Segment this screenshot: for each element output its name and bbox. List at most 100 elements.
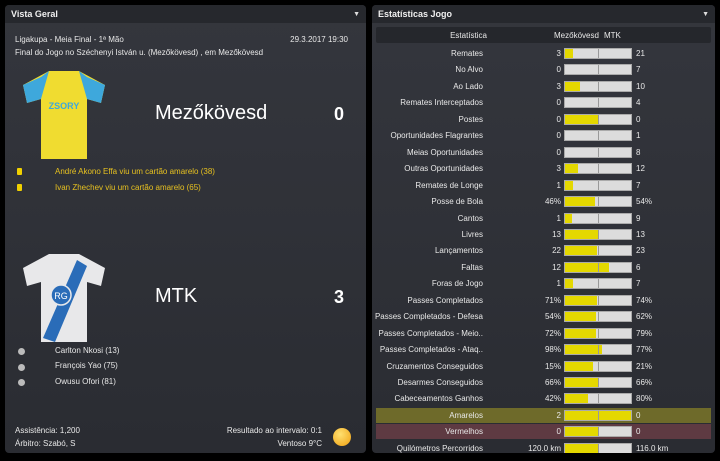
stat-bar-fill (565, 180, 574, 190)
home-team-name[interactable]: Mezőkövesd (155, 102, 268, 124)
overview-header: Vista Geral ▼ (5, 5, 366, 23)
stat-bar-fill (565, 328, 597, 338)
stat-bar (564, 442, 632, 453)
stat-bar (564, 113, 632, 125)
stat-row: Outras Oportunidades 3 12 (376, 161, 711, 176)
stat-label: Remates (450, 49, 483, 58)
stat-row: Amarelos 2 0 (376, 407, 711, 423)
stat-row: Cruzamentos Conseguidos 15% 21% (376, 359, 711, 374)
sun-icon (333, 428, 351, 446)
stat-bar (564, 163, 632, 175)
stat-label: Posse de Bola (431, 197, 483, 207)
stat-bar-midline (598, 180, 599, 190)
stat-bar-fill (565, 295, 598, 305)
stat-home-value: 54% (544, 312, 561, 322)
match-datetime: 29.3.2017 19:30 (290, 35, 348, 44)
stat-bar-midline (598, 394, 599, 404)
stat-home-value: 42% (544, 394, 561, 404)
stat-away-value: 74% (636, 295, 653, 305)
stat-row: Faltas 12 6 (376, 260, 711, 275)
stat-row: Remates 3 21 (376, 46, 711, 61)
attendance: Assistência: 1,200 (15, 426, 80, 435)
stat-label: Desarmes Conseguidos (397, 378, 483, 387)
away-goal: Owusu Ofori (81) (55, 377, 116, 386)
stat-row: Vermelhos 0 0 (376, 424, 711, 440)
stat-away-value: 7 (636, 279, 641, 289)
stat-label: Foras de Jogo (431, 279, 483, 289)
home-kit-icon: ZSORY (23, 71, 105, 159)
stat-bar-midline (598, 147, 599, 157)
svg-text:ZSORY: ZSORY (49, 101, 80, 111)
stat-bar-fill (565, 443, 599, 453)
stat-bar (564, 409, 632, 421)
stat-bar-fill (565, 279, 574, 289)
stat-home-value: 1 (556, 213, 561, 223)
stat-bar-midline (598, 427, 599, 437)
stat-bar-fill (565, 378, 598, 387)
stat-bar (564, 311, 632, 323)
weather: Ventoso 9°C (277, 439, 322, 448)
stat-row: Meias Oportunidades 0 8 (376, 145, 711, 160)
stats-title: Estatísticas Jogo (378, 9, 453, 19)
stat-bar-midline (598, 213, 599, 223)
stat-away-value: 4 (636, 98, 641, 108)
stat-away-value: 21% (636, 361, 653, 371)
stat-bar-midline (598, 197, 599, 207)
stat-row: Quilómetros Percorridos 120.0 km 116.0 k… (376, 441, 711, 453)
away-score: 3 (334, 287, 345, 307)
away-team-name[interactable]: MTK (155, 285, 198, 307)
stat-bar-fill (565, 49, 574, 58)
match-stats-panel: Estatísticas Jogo ▼ Estatística Mezőköve… (372, 5, 715, 453)
stat-away-value: 7 (636, 180, 641, 190)
stat-bar-fill (565, 246, 598, 256)
stat-home-value: 0 (556, 131, 561, 141)
stat-label: Ao Lado (453, 81, 483, 91)
stat-row: Desarmes Conseguidos 66% 66% (376, 375, 711, 390)
stat-bar (564, 393, 632, 405)
stat-row: Remates de Longe 1 7 (376, 178, 711, 193)
stat-bar (564, 48, 632, 59)
panel-menu-caret-icon[interactable]: ▼ (353, 10, 360, 18)
stat-bar (564, 179, 632, 191)
stat-bar (564, 212, 632, 224)
stat-bar-midline (598, 246, 599, 256)
stat-row: Cantos 1 9 (376, 211, 711, 226)
stat-away-value: 0 (636, 114, 641, 124)
stat-home-value: 72% (544, 328, 561, 338)
stat-label: Cruzamentos Conseguidos (386, 361, 484, 371)
goal-ball-icon (18, 379, 25, 386)
stat-bar (564, 80, 632, 92)
panel-menu-caret-icon[interactable]: ▼ (702, 10, 709, 18)
stat-bar-fill (565, 197, 596, 207)
stat-home-value: 1 (556, 279, 561, 289)
competition: Ligakupa - Meia Final - 1ª Mão (15, 35, 124, 44)
stat-home-value: 3 (556, 49, 561, 58)
stat-away-value: 21 (636, 49, 645, 58)
stat-home-value: 2 (556, 410, 561, 420)
venue: Final do Jogo no Széchenyi István u. (Me… (15, 48, 264, 57)
stat-bar (564, 327, 632, 339)
halftime-score: Resultado ao intervalo: 0:1 (226, 426, 322, 435)
stat-bar-midline (598, 81, 599, 91)
stat-bar-midline (598, 345, 599, 355)
stat-away-value: 66% (636, 378, 653, 387)
overview-panel: Vista Geral ▼ Ligakupa - Meia Final - 1ª… (5, 5, 366, 453)
stat-away-value: 10 (636, 81, 645, 91)
stat-bar-midline (598, 65, 599, 75)
stat-home-value: 0 (556, 98, 561, 108)
stat-label: Postes (458, 114, 483, 124)
stat-home-value: 15% (544, 361, 561, 371)
stat-bar (564, 97, 632, 109)
stat-away-value: 7 (636, 65, 641, 75)
stat-home-value: 13 (552, 229, 561, 239)
stat-label: Passes Completados - Defesa (374, 312, 483, 322)
stat-label: Passes Completados - Meio.. (378, 328, 484, 338)
stat-bar-midline (598, 312, 599, 322)
stat-label: Remates Interceptados (400, 98, 483, 108)
stat-row: Oportunidades Flagrantes 0 1 (376, 128, 711, 143)
stat-bar-midline (598, 131, 599, 141)
stat-bar-fill (565, 262, 609, 272)
stat-bar (564, 228, 632, 240)
stat-bar-midline (598, 164, 599, 174)
stat-home-value: 1 (556, 180, 561, 190)
